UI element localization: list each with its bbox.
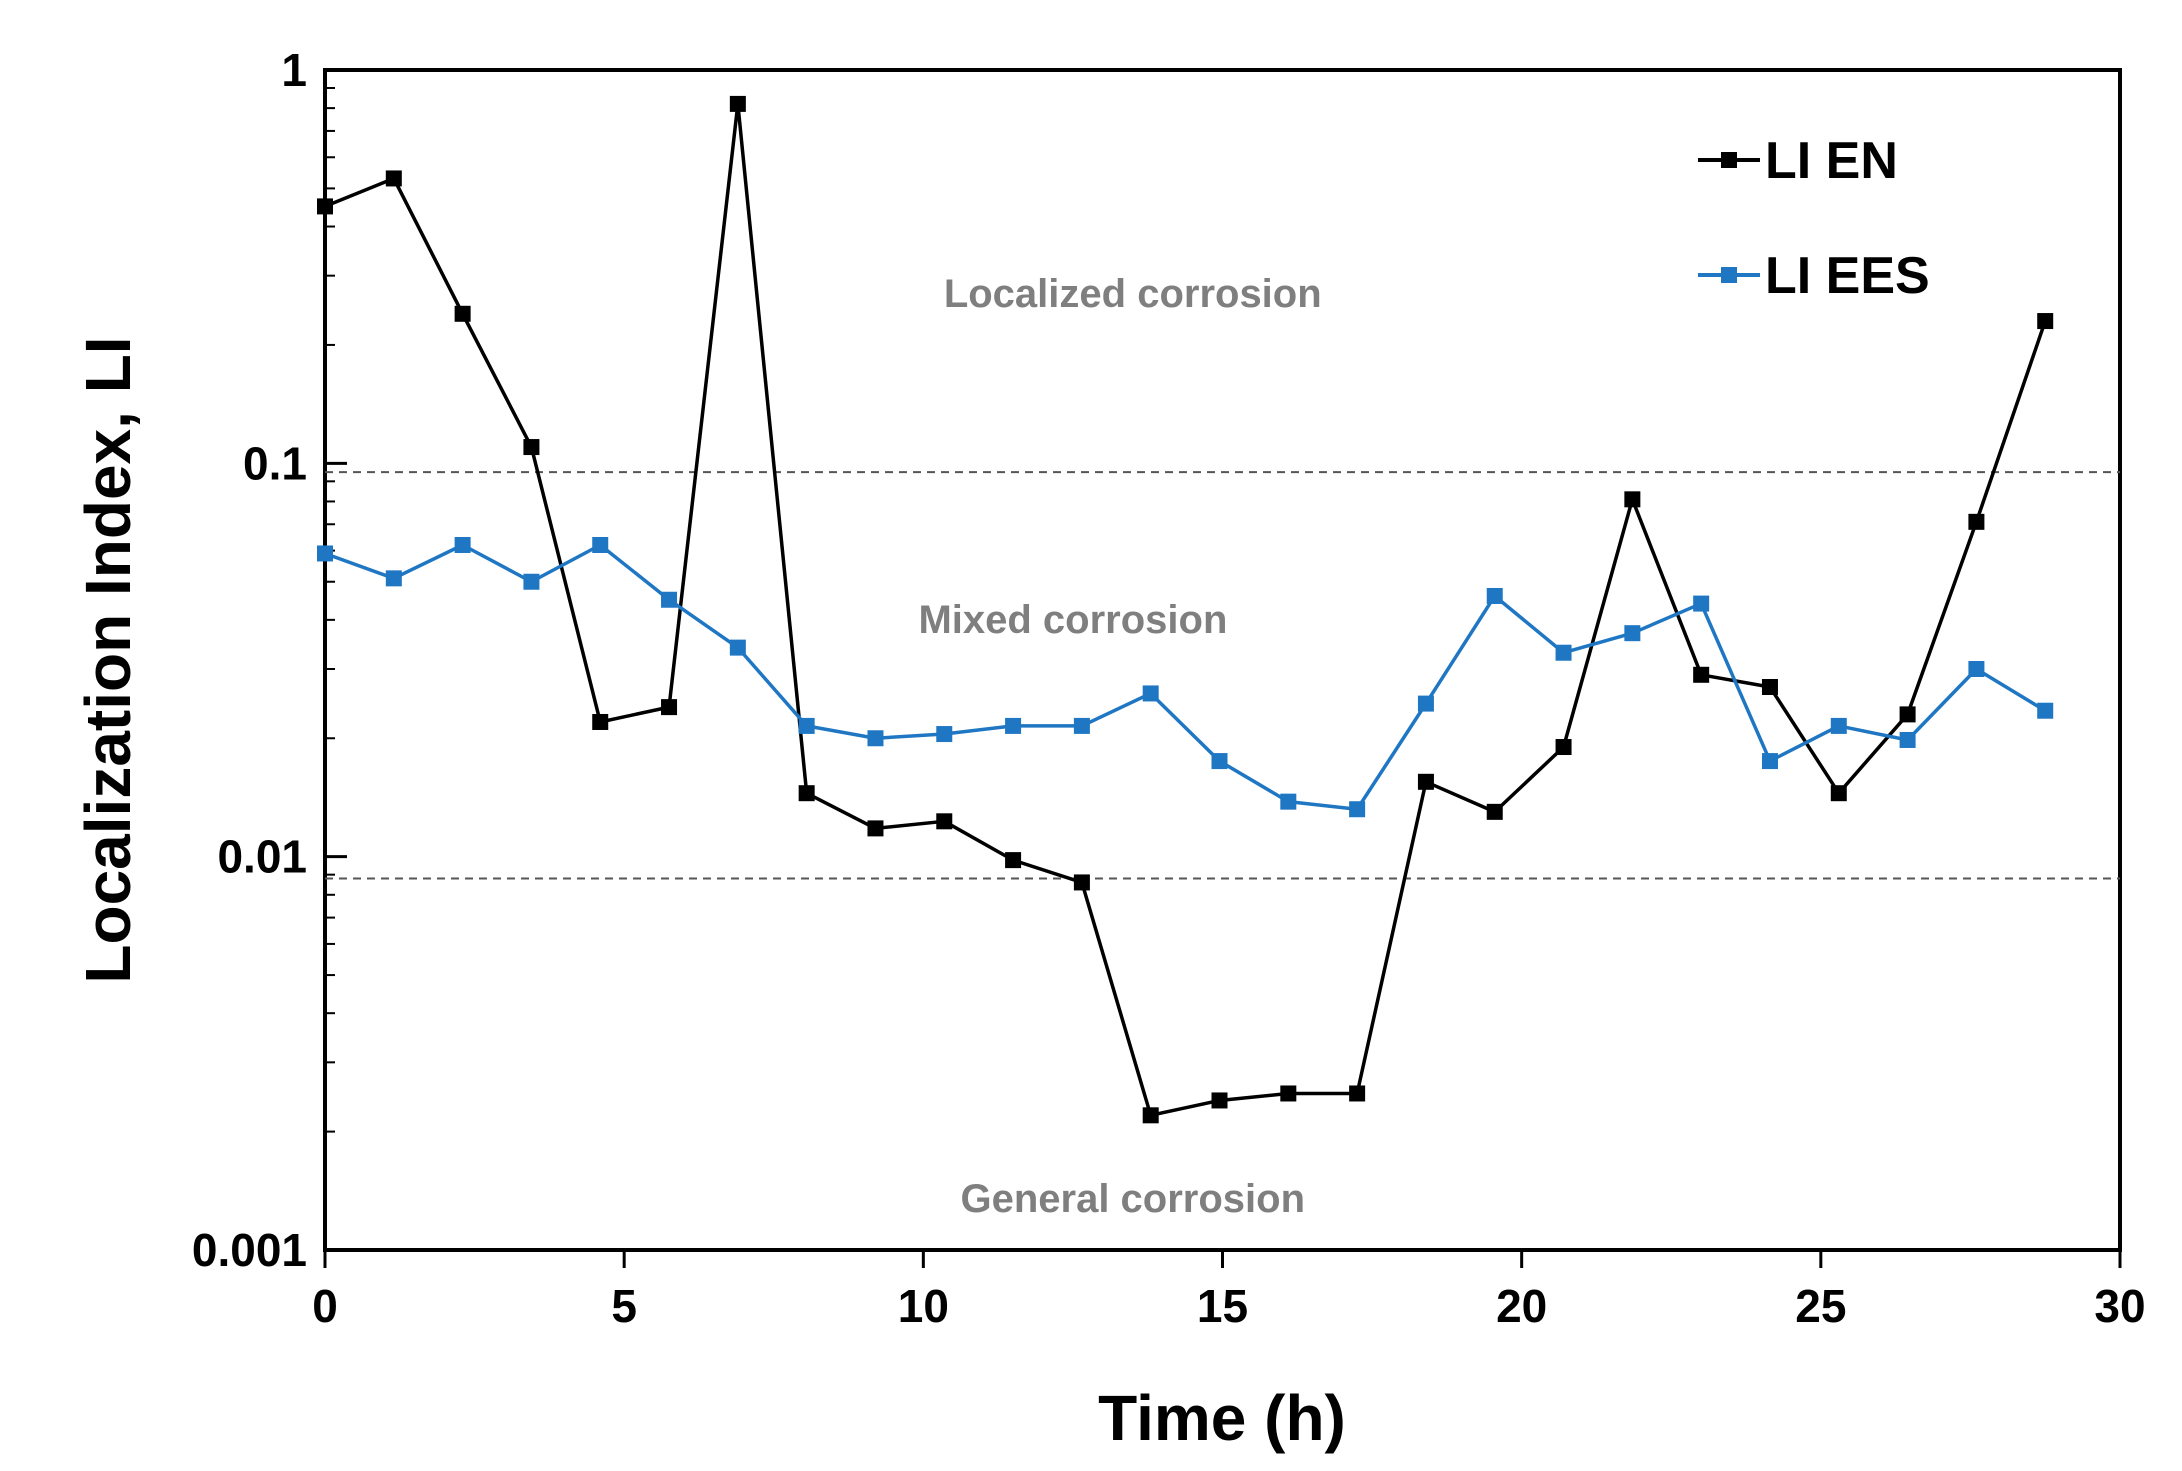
y-axis-title: Localization Index, LI: [72, 336, 144, 983]
x-tick-label: 5: [611, 1280, 637, 1332]
x-tick-label: 10: [898, 1280, 949, 1332]
region-label-1: Mixed corrosion: [918, 598, 1227, 642]
data-point: [1830, 717, 1847, 734]
x-tick-label: 15: [1197, 1280, 1248, 1332]
data-point: [1830, 785, 1847, 802]
data-point: [1005, 717, 1022, 734]
data-point: [1073, 874, 1090, 891]
data-point: [317, 198, 333, 215]
data-point: [454, 305, 471, 322]
x-axis-ticks: 0 5 10 15 20 25 30: [312, 1250, 2146, 1332]
data-point: [1899, 706, 1916, 723]
data-point: [1968, 513, 1985, 530]
data-point: [1349, 1085, 1366, 1102]
legend-label-1: LI EES: [1765, 247, 1930, 305]
legend-marker-0: [1721, 152, 1737, 168]
data-point: [936, 726, 953, 743]
data-point: [454, 536, 471, 553]
x-tick-label: 30: [2094, 1280, 2145, 1332]
data-point: [729, 639, 746, 656]
data-point: [1349, 801, 1366, 818]
data-point: [1280, 1085, 1297, 1102]
data-point: [1693, 595, 1710, 612]
data-point: [1899, 731, 1916, 748]
region-label-0: Localized corrosion: [944, 272, 1322, 316]
data-point: [867, 730, 884, 747]
data-point: [385, 170, 402, 187]
series-line-0: [324, 102, 2047, 1118]
data-point: [592, 536, 609, 553]
data-point: [1417, 773, 1434, 790]
y-tick-label: 1: [281, 44, 307, 96]
data-point: [729, 95, 746, 112]
data-point: [1142, 685, 1159, 702]
y-tick-label: 0.01: [217, 831, 307, 883]
data-point: [385, 570, 402, 587]
data-point: [2037, 702, 2054, 719]
data-point: [592, 713, 609, 730]
threshold-lines: [325, 471, 2120, 880]
x-tick-label: 20: [1496, 1280, 1547, 1332]
data-point: [1211, 1092, 1228, 1109]
y-tick-label: 0.001: [192, 1224, 307, 1276]
x-axis-title: Time (h): [1098, 1382, 1346, 1454]
minor-ticks: [325, 86, 335, 1133]
data-point: [1142, 1107, 1159, 1124]
data-point: [1693, 666, 1710, 683]
plot-area: [323, 68, 2122, 1252]
data-point: [1280, 793, 1297, 810]
x-tick-label: 0: [312, 1280, 338, 1332]
data-point: [1417, 695, 1434, 712]
data-point: [936, 813, 953, 830]
data-point: [798, 785, 815, 802]
region-label-2: General corrosion: [960, 1177, 1305, 1221]
data-point: [1486, 587, 1503, 604]
data-point: [1005, 852, 1022, 869]
series-line-1: [324, 543, 2047, 811]
data-point: [661, 591, 678, 608]
legend: LI EN LI EES: [1698, 132, 1930, 305]
data-point: [1761, 753, 1778, 770]
data-point: [1555, 739, 1572, 756]
data-point: [523, 573, 540, 590]
legend-label-0: LI EN: [1765, 132, 1898, 190]
data-point: [1073, 717, 1090, 734]
data-point: [1211, 753, 1228, 770]
y-tick-label: 0.1: [243, 437, 307, 489]
data-point: [1624, 491, 1641, 508]
data-point: [661, 699, 678, 716]
region-labels: Localized corrosion Mixed corrosion Genera…: [918, 272, 1321, 1221]
data-point: [798, 717, 815, 734]
y-axis-ticks: 0.001 0.01 0.1 1: [192, 44, 347, 1276]
data-point: [523, 439, 540, 456]
data-point: [2037, 313, 2054, 330]
data-point: [1555, 644, 1572, 661]
data-point: [1624, 625, 1641, 642]
data-point: [317, 545, 333, 562]
legend-marker-1: [1721, 267, 1737, 283]
x-tick-label: 25: [1795, 1280, 1846, 1332]
series-lines: [317, 95, 2054, 1124]
data-point: [1486, 803, 1503, 820]
data-point: [867, 820, 884, 837]
data-point: [1968, 660, 1985, 677]
data-point: [1761, 678, 1778, 695]
